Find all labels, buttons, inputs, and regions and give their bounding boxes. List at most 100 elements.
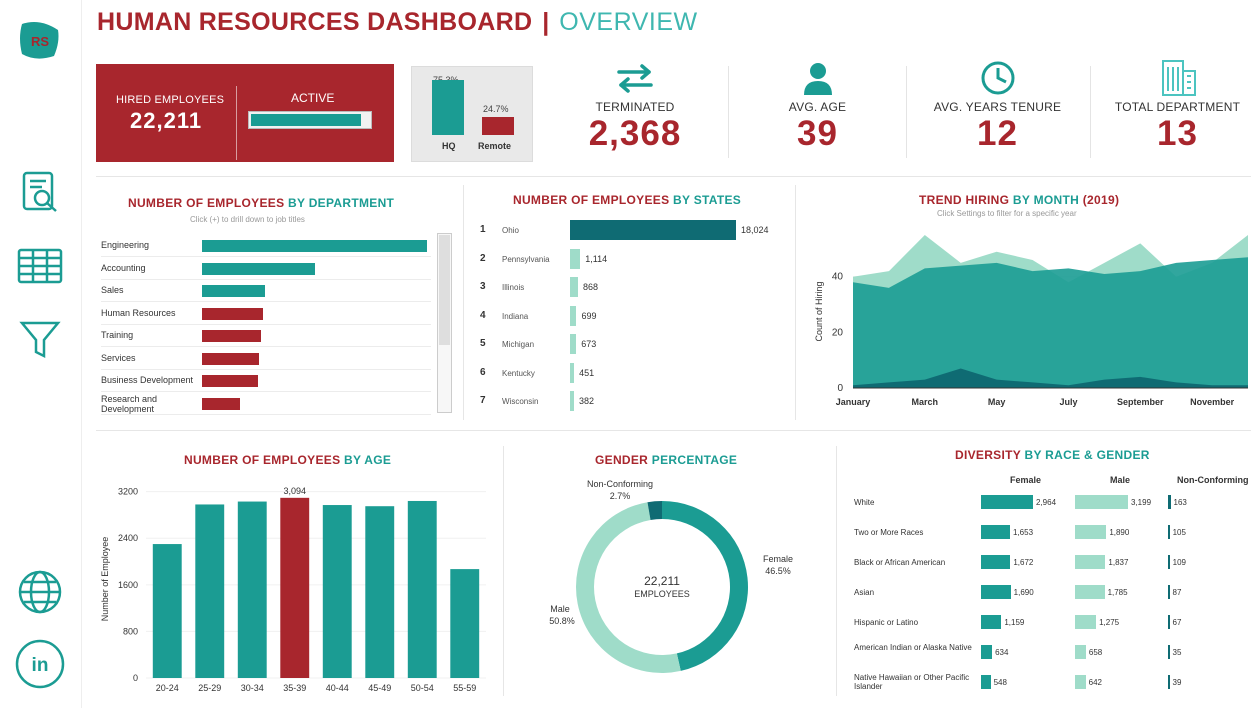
table-icon[interactable] bbox=[12, 238, 68, 294]
diversity-female-value: 1,653 bbox=[1013, 528, 1034, 537]
department-label: Business Development bbox=[101, 375, 194, 385]
diversity-nc-bar bbox=[1168, 495, 1171, 509]
state-name: Indiana bbox=[502, 311, 529, 321]
gender-panel-title: GENDER PERCENTAGE bbox=[595, 453, 737, 467]
diversity-nc-value: 105 bbox=[1172, 528, 1186, 537]
active-label: ACTIVE bbox=[291, 91, 335, 105]
diversity-male-bar bbox=[1075, 675, 1086, 689]
diversity-nc-bar bbox=[1168, 555, 1170, 569]
diversity-row-label: American Indian or Alaska Native bbox=[854, 643, 972, 652]
department-gridline bbox=[101, 301, 431, 302]
department-bar bbox=[202, 262, 315, 275]
department-gridline bbox=[101, 278, 431, 280]
section-divider bbox=[503, 446, 504, 696]
diversity-title-b: BY RACE & GENDER bbox=[1024, 448, 1150, 462]
location-card[interactable]: 75.3% HQ 24.7% Remote bbox=[411, 66, 533, 162]
avg-age-card[interactable]: AVG. AGE 39 bbox=[745, 60, 890, 162]
age-title-a: NUMBER OF EMPLOYEES bbox=[184, 453, 341, 467]
section-divider bbox=[96, 430, 1251, 431]
trend-title-c: (2019) bbox=[1082, 193, 1120, 207]
trend-series-area bbox=[853, 368, 1248, 388]
hired-employees-card[interactable]: HIRED EMPLOYEES 22,211 ACTIVE bbox=[96, 64, 394, 162]
kpi-divider bbox=[1090, 66, 1091, 158]
diversity-male-value: 1,275 bbox=[1099, 618, 1120, 627]
diversity-nc-bar bbox=[1168, 645, 1170, 659]
age-bar bbox=[365, 506, 395, 678]
section-divider bbox=[795, 185, 796, 420]
page-header: HUMAN RESOURCES DASHBOARD | OVERVIEW bbox=[97, 8, 698, 44]
department-bar bbox=[202, 375, 259, 387]
diversity-row-label: Two or More Races bbox=[854, 528, 924, 537]
sidebar: RS in bbox=[0, 0, 82, 708]
trend-y-tick: 0 bbox=[837, 383, 843, 394]
age-y-tick: 800 bbox=[123, 626, 138, 636]
state-name: Pennsylvania bbox=[502, 254, 550, 264]
department-bar bbox=[202, 330, 261, 342]
diversity-row-label: Black or African American bbox=[854, 558, 946, 567]
trend-x-tick: September bbox=[1117, 397, 1164, 407]
total-department-card[interactable]: TOTAL DEPARTMENT 13 bbox=[1105, 60, 1250, 162]
document-search-icon[interactable] bbox=[12, 164, 68, 220]
diversity-female-bar bbox=[981, 525, 1010, 539]
total-department-label: TOTAL DEPARTMENT bbox=[1114, 100, 1241, 114]
hired-value: 22,211 bbox=[130, 108, 203, 133]
diversity-nc-bar bbox=[1168, 675, 1170, 689]
trend-x-tick: May bbox=[988, 397, 1006, 407]
diversity-title-a: DIVERSITY bbox=[955, 448, 1021, 462]
age-y-tick: 0 bbox=[133, 673, 138, 683]
state-value: 673 bbox=[581, 339, 597, 349]
states-panel-title: NUMBER OF EMPLOYEES BY STATES bbox=[513, 193, 741, 207]
age-x-tick: 40-44 bbox=[326, 683, 349, 693]
age-panel-title: NUMBER OF EMPLOYEES BY AGE bbox=[184, 453, 391, 467]
diversity-row-label: White bbox=[854, 498, 875, 507]
state-value: 382 bbox=[579, 396, 595, 406]
diversity-row-label: Asian bbox=[854, 588, 875, 597]
age-bar bbox=[280, 497, 310, 678]
department-bar bbox=[202, 285, 265, 297]
scrollbar-thumb[interactable] bbox=[439, 235, 450, 345]
filter-icon[interactable] bbox=[12, 312, 68, 368]
diversity-nc-value: 163 bbox=[1173, 498, 1187, 507]
state-rank: 3 bbox=[480, 281, 486, 292]
department-panel-title: NUMBER OF EMPLOYEES BY DEPARTMENT bbox=[128, 196, 394, 210]
total-department-value: 13 bbox=[1157, 114, 1198, 153]
department-bar bbox=[202, 240, 427, 252]
department-bar bbox=[202, 307, 263, 320]
state-value: 699 bbox=[581, 310, 597, 321]
state-bar bbox=[570, 334, 577, 354]
avg-tenure-value: 12 bbox=[977, 114, 1018, 153]
age-bar bbox=[407, 500, 437, 678]
gender-slice[interactable] bbox=[576, 502, 681, 673]
page-subtitle: OVERVIEW bbox=[559, 8, 698, 36]
gender-slice[interactable] bbox=[647, 501, 662, 520]
age-x-tick: 25-29 bbox=[198, 683, 221, 693]
age-bar bbox=[322, 505, 352, 678]
terminated-card[interactable]: TERMINATED 2,368 bbox=[560, 60, 710, 162]
remote-label: Remote bbox=[478, 141, 512, 151]
avg-tenure-card[interactable]: AVG. YEARS TENURE 12 bbox=[920, 60, 1075, 162]
logo[interactable]: RS bbox=[12, 12, 68, 68]
swap-arrows-icon bbox=[560, 60, 710, 96]
person-icon bbox=[745, 60, 890, 96]
state-bar bbox=[570, 277, 578, 297]
linkedin-icon[interactable]: in bbox=[12, 636, 68, 692]
globe-icon[interactable] bbox=[12, 564, 68, 620]
department-scrollbar[interactable] bbox=[437, 233, 452, 413]
diversity-male-value: 3,199 bbox=[1131, 498, 1152, 507]
age-y-label: Number of Employee bbox=[100, 537, 110, 622]
diversity-male-bar bbox=[1075, 585, 1105, 599]
diversity-male-bar bbox=[1075, 645, 1086, 659]
terminated-label: TERMINATED bbox=[595, 100, 675, 114]
department-label: Sales bbox=[101, 285, 124, 295]
trend-area-chart: 0 20 40 January March May July September Novembe… bbox=[814, 235, 1248, 407]
gender-slice[interactable] bbox=[662, 501, 748, 671]
state-bar bbox=[570, 305, 577, 326]
gender-center-value: 22,211 bbox=[644, 574, 680, 588]
gender-title-b: PERCENTAGE bbox=[651, 453, 738, 467]
age-x-tick: 50-54 bbox=[411, 683, 434, 693]
state-rank: 7 bbox=[480, 395, 486, 406]
trend-x-tick: November bbox=[1190, 397, 1235, 407]
diversity-male-bar bbox=[1075, 555, 1106, 569]
state-bar bbox=[570, 220, 736, 240]
